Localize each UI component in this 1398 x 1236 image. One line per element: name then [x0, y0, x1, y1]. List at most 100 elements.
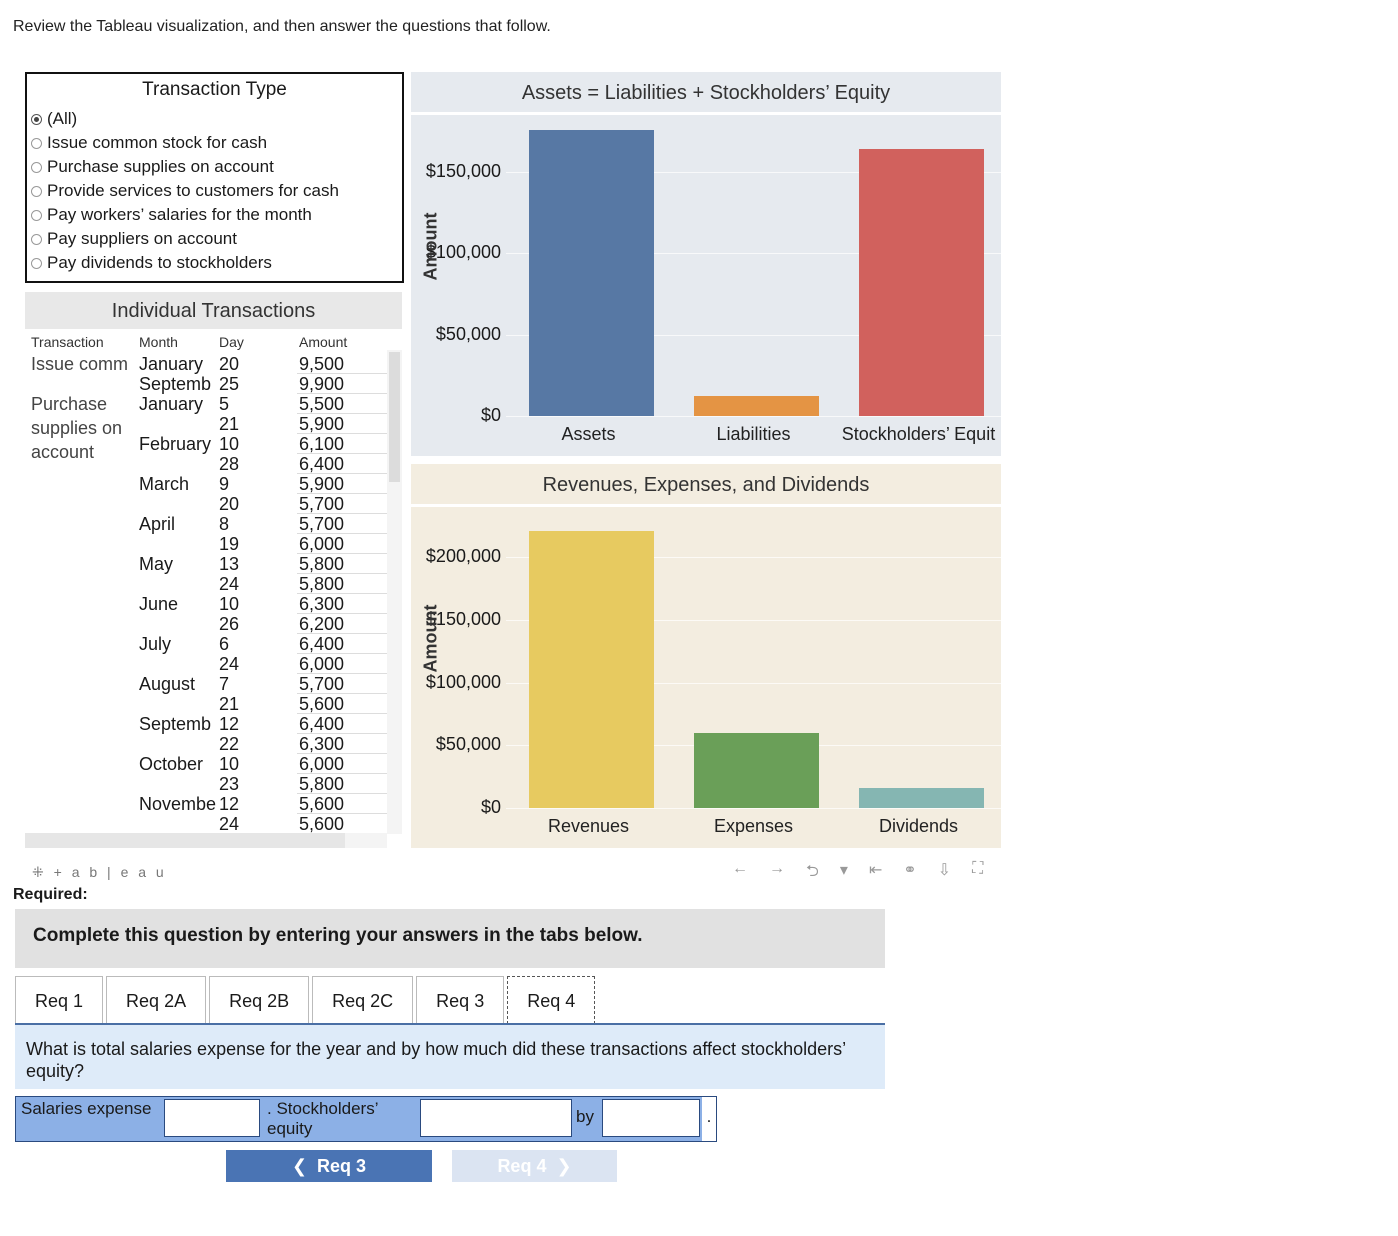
- equity-amount-input[interactable]: [602, 1099, 700, 1137]
- tab-req-1[interactable]: Req 1: [15, 976, 104, 1024]
- gridline: [506, 682, 1001, 684]
- tab-req-2c[interactable]: Req 2C: [312, 976, 414, 1024]
- transaction-group-label: account: [31, 442, 95, 462]
- download-icon[interactable]: ⇩: [937, 862, 952, 879]
- amount-cell: 5,800: [299, 554, 345, 574]
- amount-cell: 6,400: [299, 454, 345, 474]
- table-scroll-thumb[interactable]: [389, 352, 400, 482]
- filter-option-label: Pay dividends to stockholders: [47, 253, 272, 272]
- row-divider: [297, 573, 387, 574]
- filter-option[interactable]: Pay suppliers on account: [27, 227, 402, 251]
- bar-liabilities[interactable]: [694, 396, 819, 416]
- radio-icon[interactable]: [31, 233, 42, 245]
- radio-icon[interactable]: [31, 113, 42, 125]
- month-label: Septemb: [139, 714, 212, 734]
- filter-option[interactable]: Issue common stock for cash: [27, 131, 402, 155]
- bar-assets[interactable]: [529, 129, 654, 416]
- bar-expenses[interactable]: [694, 732, 819, 808]
- amount-cell: 6,400: [299, 634, 345, 654]
- reset-icon[interactable]: ⇤: [868, 862, 883, 879]
- row-divider: [297, 413, 387, 414]
- day-cell: 24: [219, 574, 240, 594]
- gridline: [506, 557, 1001, 559]
- month-label: January: [139, 354, 204, 374]
- x-category-label: Assets: [561, 424, 616, 444]
- day-cell: 13: [219, 554, 240, 574]
- filter-option[interactable]: (All): [27, 107, 402, 131]
- row-divider: [297, 693, 387, 694]
- filter-options: (All) Issue common stock for cash Purchase…: [27, 107, 402, 275]
- filter-option[interactable]: Purchase supplies on account: [27, 155, 402, 179]
- table-horizontal-track: [345, 833, 387, 848]
- prev-req-button[interactable]: ❮ Req 3: [226, 1150, 432, 1182]
- x-category-label: Liabilities: [716, 424, 791, 444]
- amount-cell: 6,000: [299, 754, 345, 774]
- undo-icon[interactable]: ←: [732, 860, 748, 877]
- col-header-day: Day: [219, 334, 244, 350]
- radio-icon[interactable]: [31, 209, 42, 221]
- amount-cell: 9,500: [299, 354, 345, 374]
- filter-option-label: Issue common stock for cash: [47, 133, 268, 152]
- revert-dropdown-icon[interactable]: ▾: [839, 862, 848, 879]
- radio-icon[interactable]: [31, 257, 42, 269]
- tab-req-2b[interactable]: Req 2B: [209, 976, 310, 1024]
- req-tabs: Req 1 Req 2A Req 2B Req 2C Req 3 Req 4: [15, 976, 598, 1024]
- day-cell: 21: [219, 414, 240, 434]
- amount-cell: 6,200: [299, 614, 345, 634]
- day-cell: 9: [219, 474, 230, 494]
- month-label: Novembe: [139, 794, 217, 814]
- bar-revenues[interactable]: [529, 530, 654, 808]
- tableau-logo-icon: ⁜: [32, 864, 47, 880]
- required-label: Required:: [13, 886, 88, 903]
- day-cell: 12: [219, 794, 240, 814]
- tab-req-4[interactable]: Req 4: [507, 976, 596, 1024]
- amount-cell: 6,400: [299, 714, 345, 734]
- salaries-expense-input[interactable]: [164, 1099, 260, 1137]
- y-tick-label: $50,000: [435, 734, 501, 755]
- gridline: [506, 334, 1001, 336]
- filter-title: Transaction Type: [142, 79, 287, 100]
- row-divider: [297, 633, 387, 634]
- row-divider: [297, 513, 387, 514]
- amount-cell: 5,700: [299, 674, 345, 694]
- equity-effect-select[interactable]: [420, 1099, 572, 1137]
- amount-cell: 5,800: [299, 774, 345, 794]
- tableau-toolbar: ← → ⮌ ▾ ⇤ ⚭ ⇩ ⛶: [732, 860, 983, 887]
- instructions-banner: Complete this question by entering your …: [15, 909, 885, 968]
- day-cell: 7: [219, 674, 230, 694]
- radio-icon[interactable]: [31, 185, 42, 197]
- y-tick-label: $0: [480, 405, 501, 425]
- day-cell: 24: [219, 654, 240, 674]
- filter-option[interactable]: Provide services to customers for cash: [27, 179, 402, 203]
- day-cell: 22: [219, 734, 240, 754]
- tab-req-2a[interactable]: Req 2A: [106, 976, 207, 1024]
- day-cell: 19: [219, 534, 240, 554]
- next-req-button[interactable]: Req 4 ❯: [452, 1150, 617, 1182]
- fullscreen-icon[interactable]: ⛶: [972, 860, 984, 877]
- row-divider: [297, 553, 387, 554]
- table-horizontal-scrollbar[interactable]: [25, 833, 345, 848]
- filter-option-label: Purchase supplies on account: [47, 157, 274, 176]
- radio-icon[interactable]: [31, 161, 42, 173]
- filter-option[interactable]: Pay dividends to stockholders: [27, 251, 402, 275]
- gridline: [506, 619, 1001, 621]
- day-cell: 5: [219, 394, 230, 414]
- row-divider: [297, 393, 387, 394]
- month-label: June: [139, 594, 179, 614]
- bar-dividends[interactable]: [859, 787, 984, 808]
- tab-req-3[interactable]: Req 3: [416, 976, 505, 1024]
- share-icon[interactable]: ⚭: [903, 862, 917, 879]
- chart1-title: Assets = Liabilities + Stockholders’ Equ…: [521, 82, 891, 104]
- revert-icon[interactable]: ⮌: [806, 863, 819, 880]
- filter-option[interactable]: Pay workers’ salaries for the month: [27, 203, 402, 227]
- transaction-group-label: Purchase: [31, 394, 108, 414]
- redo-icon[interactable]: →: [769, 860, 785, 877]
- day-cell: 20: [219, 354, 240, 374]
- bar-stockholders-equit[interactable]: [859, 149, 984, 416]
- month-label: May: [139, 554, 174, 574]
- radio-icon[interactable]: [31, 137, 42, 149]
- amount-cell: 5,600: [299, 794, 345, 814]
- x-category-label: Stockholders’ Equit: [841, 424, 996, 444]
- row-divider: [297, 753, 387, 754]
- by-label: by: [576, 1107, 594, 1126]
